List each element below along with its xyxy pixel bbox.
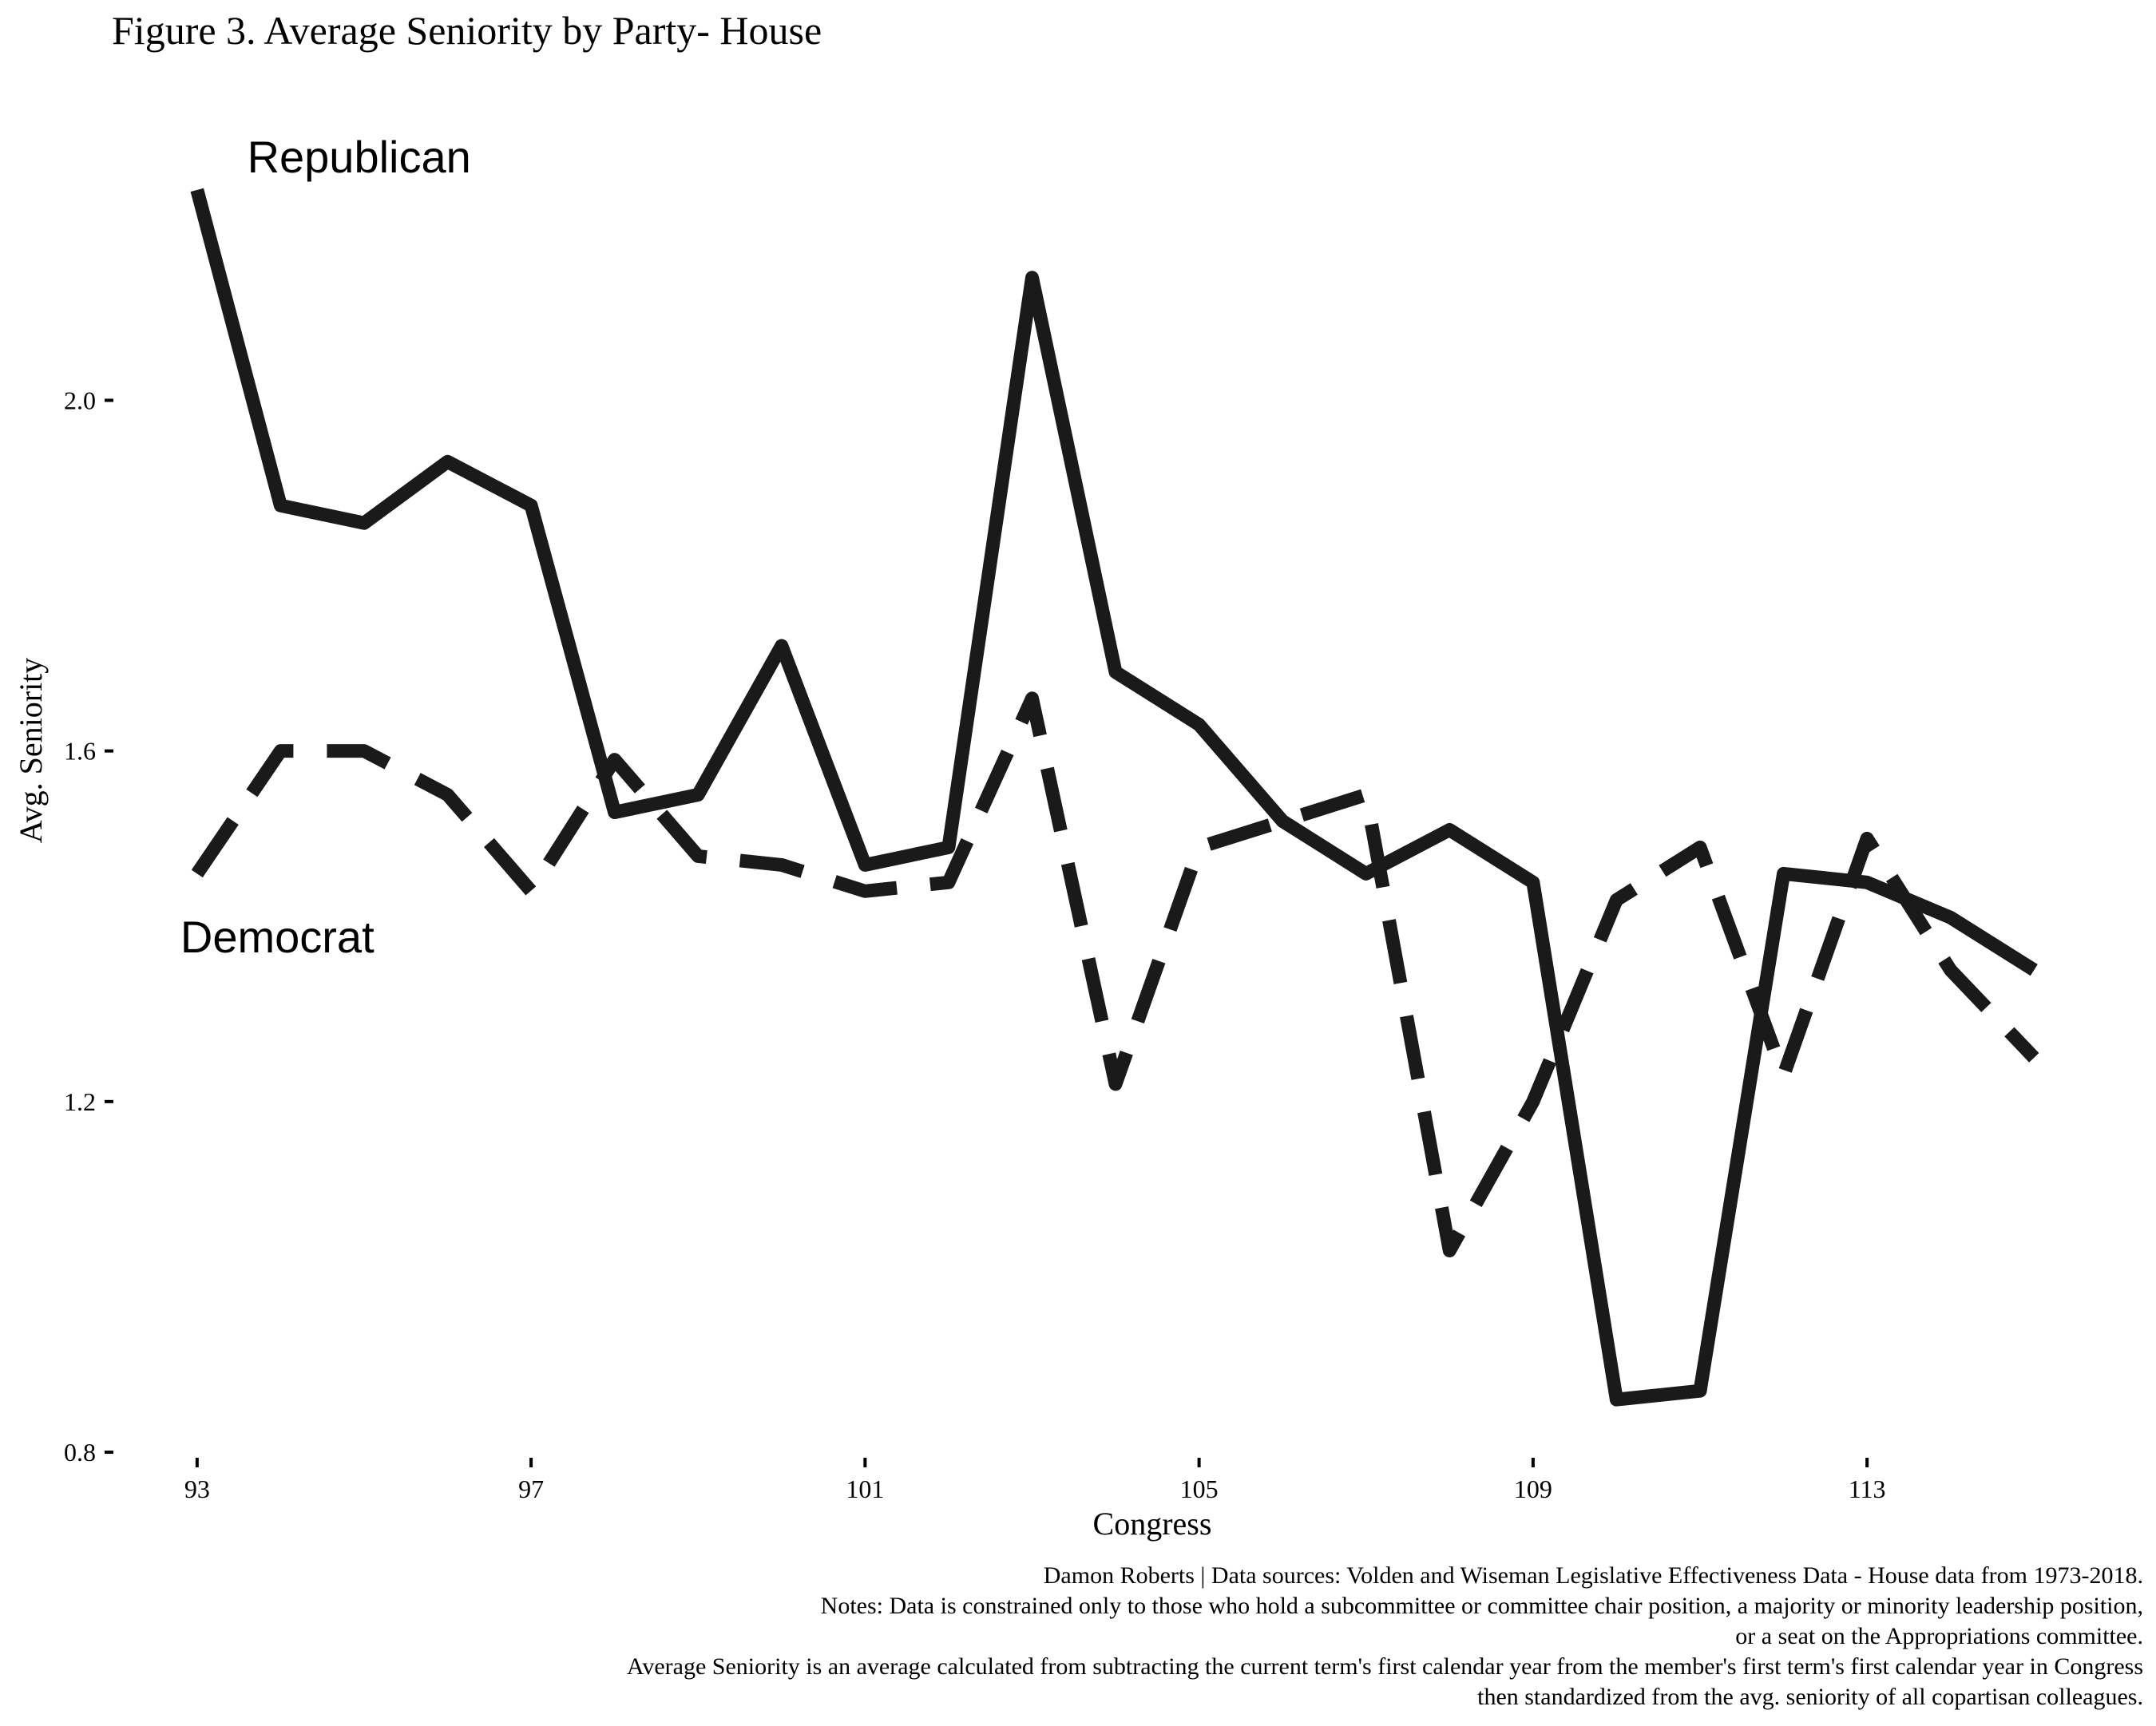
y-tick-label: 2.0 (64, 386, 96, 414)
series-line-republican (190, 188, 2038, 1407)
caption-line: then standardized from the avg. seniorit… (1477, 1684, 2143, 1710)
data-point-democrat (1781, 1072, 1787, 1079)
y-tick-label: 1.6 (64, 737, 96, 766)
y-tick-label: 1.2 (64, 1087, 96, 1116)
data-point-democrat (1196, 844, 1203, 850)
y-tick-label: 0.8 (64, 1438, 96, 1467)
x-tick-label: 93 (184, 1475, 210, 1503)
annotation-democrat: Democrat (180, 912, 375, 962)
y-axis-label: Avg. Seniority (13, 658, 49, 844)
caption-line: Notes: Data is constrained only to those… (821, 1593, 2143, 1619)
y-axis: 0.8 1.2 1.6 2.0 (64, 386, 113, 1467)
plot-area (190, 188, 2039, 1407)
x-tick-label: 105 (1180, 1475, 1219, 1503)
x-tick-label: 101 (846, 1475, 884, 1503)
series-annotations: Republican Democrat (180, 132, 471, 962)
x-axis-label: Congress (1093, 1506, 1212, 1542)
chart-title: Figure 3. Average Seniority by Party- Ho… (112, 8, 822, 53)
x-tick-label: 109 (1514, 1475, 1552, 1503)
series-line-democrat (191, 691, 2039, 1257)
caption-line: Damon Roberts | Data sources: Volden and… (1044, 1562, 2143, 1589)
chart-caption: Damon Roberts | Data sources: Volden and… (627, 1562, 2143, 1710)
data-point-democrat (1363, 792, 1369, 798)
caption-line: Average Seniority is an average calculat… (627, 1653, 2143, 1680)
caption-line: or a seat on the Appropriations committe… (1735, 1623, 2143, 1649)
x-tick-label: 113 (1849, 1475, 1886, 1503)
x-tick-label: 97 (518, 1475, 544, 1503)
x-axis: 93 97 101 105 109 113 (184, 1458, 1886, 1503)
annotation-republican: Republican (248, 132, 471, 182)
